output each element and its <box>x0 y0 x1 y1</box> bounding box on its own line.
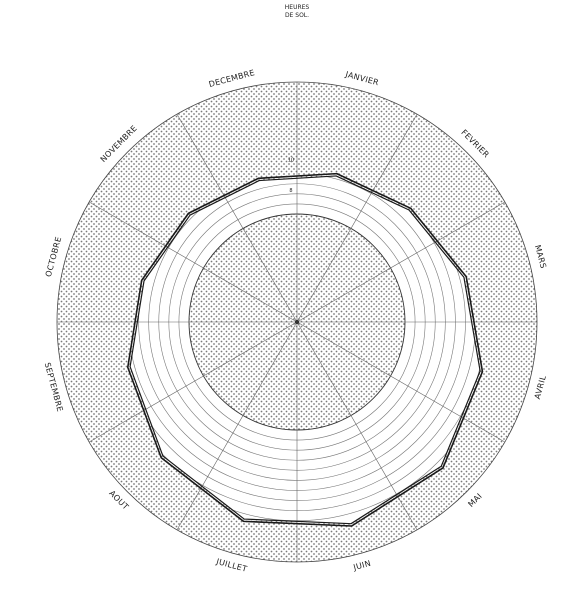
series-lines <box>126 172 484 527</box>
grid-spoke <box>296 114 418 323</box>
month-label: AOUT <box>107 489 130 512</box>
month-label: JANVIER <box>344 70 380 88</box>
grid-spoke <box>176 114 298 323</box>
grid-spoke <box>89 201 298 323</box>
month-label: SEPTEMBRE <box>43 362 65 413</box>
ring-label: 10 <box>288 158 294 164</box>
center-label-line-1: HEURES <box>285 4 310 11</box>
month-label: MARS <box>533 244 548 270</box>
series-line <box>129 175 481 525</box>
grid-spoke <box>296 201 505 323</box>
grid-spoke <box>89 321 298 443</box>
center-label-line-2: DE SOL. <box>285 12 309 19</box>
center-dot <box>294 319 300 325</box>
month-label: JUILLET <box>214 557 248 574</box>
ring-label: 8 <box>289 188 292 194</box>
grid-spoke <box>296 321 418 530</box>
grid-spoke <box>296 321 505 443</box>
month-label: MAI <box>466 491 483 508</box>
radial-grid: 8 10 <box>57 82 537 562</box>
month-label: DECEMBRE <box>208 68 256 89</box>
month-label: OCTOBRE <box>44 236 63 278</box>
center-label: HEURES DE SOL. <box>285 4 310 19</box>
month-label: AVRIL <box>533 374 548 400</box>
grid-spoke <box>176 321 298 530</box>
month-label: JUIN <box>352 559 372 573</box>
series-line <box>126 172 484 527</box>
